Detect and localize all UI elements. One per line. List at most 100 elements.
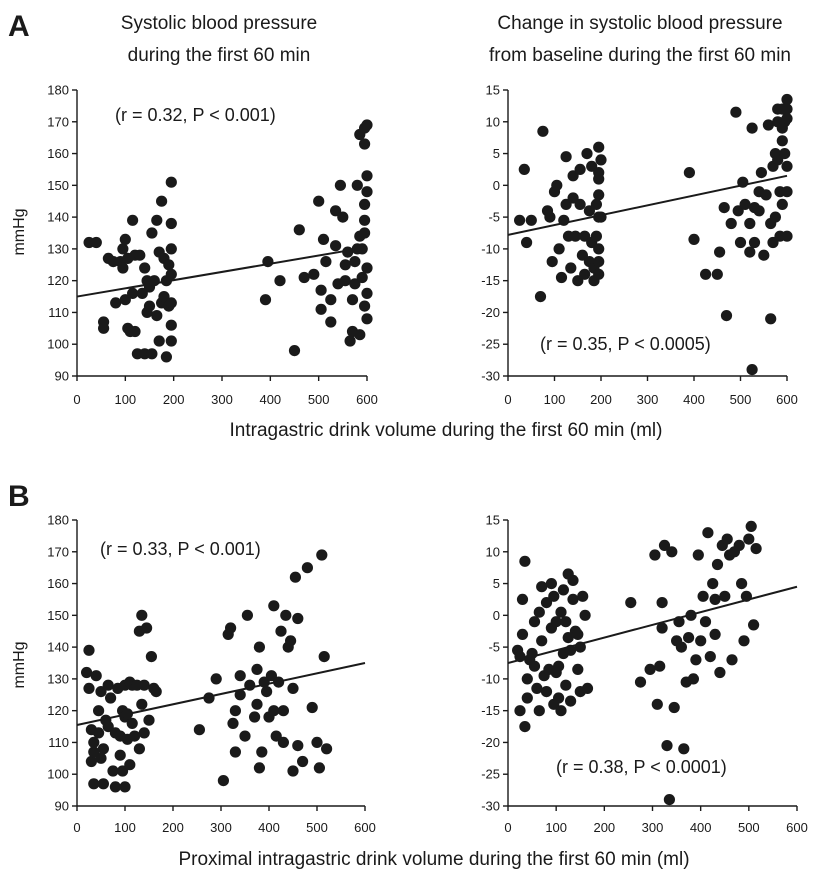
data-point bbox=[107, 765, 119, 777]
data-point bbox=[288, 345, 301, 357]
data-point bbox=[666, 546, 678, 558]
data-point bbox=[93, 727, 105, 739]
data-point bbox=[268, 600, 280, 612]
x-tick-label: 400 bbox=[690, 820, 712, 835]
data-point bbox=[649, 549, 661, 561]
data-point bbox=[234, 689, 246, 701]
data-point bbox=[143, 714, 155, 726]
correlation-annotation-b-right: (r = 0.38, P < 0.0001) bbox=[556, 757, 727, 777]
data-point bbox=[579, 268, 591, 280]
data-point bbox=[758, 249, 770, 261]
y-tick-label: 130 bbox=[47, 671, 69, 686]
y-tick-label: -20 bbox=[481, 735, 500, 750]
data-point bbox=[516, 593, 529, 606]
data-point bbox=[165, 297, 177, 309]
data-point bbox=[720, 310, 733, 322]
data-point bbox=[287, 682, 299, 695]
data-point bbox=[90, 236, 102, 249]
data-point bbox=[289, 571, 301, 583]
y-tick-label: -25 bbox=[481, 337, 500, 352]
y-tick-label: -20 bbox=[481, 305, 500, 320]
data-point bbox=[781, 230, 793, 242]
data-point bbox=[695, 635, 707, 647]
y-tick-label: -15 bbox=[481, 273, 500, 288]
data-point bbox=[273, 676, 285, 688]
data-point bbox=[555, 271, 568, 284]
data-point bbox=[98, 322, 110, 334]
data-point bbox=[102, 679, 114, 691]
data-point bbox=[361, 170, 373, 182]
data-point bbox=[519, 721, 531, 733]
data-point bbox=[354, 329, 366, 341]
y-tick-label: 15 bbox=[486, 513, 500, 528]
data-point bbox=[531, 682, 543, 695]
y-tick-label: -30 bbox=[481, 369, 500, 384]
data-point bbox=[361, 287, 373, 299]
data-point bbox=[687, 673, 700, 685]
data-point bbox=[349, 278, 361, 290]
data-point bbox=[249, 711, 261, 723]
data-point bbox=[136, 287, 148, 299]
data-point bbox=[274, 275, 286, 287]
x-axis-label-b: Proximal intragastric drink volume durin… bbox=[178, 849, 689, 870]
y-tick-label: 90 bbox=[55, 799, 69, 814]
data-point bbox=[165, 217, 177, 230]
x-tick-label: 100 bbox=[545, 820, 567, 835]
data-point bbox=[361, 262, 373, 274]
data-point bbox=[540, 686, 553, 698]
data-point bbox=[158, 291, 170, 303]
data-point bbox=[138, 679, 150, 691]
data-point bbox=[102, 721, 114, 733]
chart-title-a-right-line2: from baseline during the first 60 min bbox=[489, 45, 791, 66]
data-point bbox=[753, 205, 765, 217]
data-point bbox=[141, 622, 153, 634]
data-point bbox=[528, 660, 541, 672]
data-point bbox=[298, 271, 310, 284]
data-point bbox=[718, 202, 730, 214]
x-tick-label: 0 bbox=[73, 392, 80, 407]
data-point bbox=[280, 609, 292, 621]
data-point bbox=[156, 195, 168, 207]
data-point bbox=[95, 686, 107, 698]
data-point bbox=[234, 670, 246, 682]
data-point bbox=[781, 93, 793, 106]
y-tick-label: 5 bbox=[493, 576, 500, 591]
data-point bbox=[678, 743, 690, 755]
data-point bbox=[97, 743, 109, 755]
data-point bbox=[765, 313, 777, 325]
data-point bbox=[581, 682, 594, 695]
x-tick-label: 200 bbox=[590, 392, 612, 407]
data-point bbox=[593, 243, 605, 255]
y-tick-label: 100 bbox=[47, 337, 69, 352]
data-point bbox=[593, 268, 605, 280]
data-point bbox=[540, 597, 553, 609]
data-point bbox=[88, 778, 100, 790]
data-point bbox=[560, 151, 572, 163]
data-point bbox=[258, 676, 270, 688]
data-point bbox=[721, 533, 733, 545]
data-point bbox=[253, 641, 265, 653]
correlation-annotation-a-left: (r = 0.32, P < 0.001) bbox=[115, 105, 276, 125]
data-point bbox=[525, 214, 537, 226]
y-tick-label: 15 bbox=[486, 83, 500, 98]
y-tick-label: -5 bbox=[488, 640, 500, 655]
data-point bbox=[259, 294, 272, 306]
y-tick-label: 180 bbox=[47, 83, 69, 98]
y-tick-label: 170 bbox=[47, 114, 69, 129]
data-point bbox=[781, 103, 793, 115]
data-point bbox=[81, 666, 93, 679]
data-point bbox=[109, 781, 121, 793]
data-point bbox=[292, 740, 304, 752]
data-point bbox=[685, 609, 697, 621]
x-tick-label: 0 bbox=[504, 392, 511, 407]
data-point bbox=[565, 644, 577, 656]
data-point bbox=[516, 628, 529, 641]
data-point bbox=[308, 268, 320, 280]
data-point bbox=[90, 670, 102, 682]
data-point bbox=[356, 271, 368, 284]
data-point bbox=[239, 730, 251, 742]
data-point bbox=[124, 759, 136, 771]
data-point bbox=[702, 527, 714, 539]
data-point bbox=[83, 644, 95, 656]
data-point bbox=[316, 549, 328, 561]
